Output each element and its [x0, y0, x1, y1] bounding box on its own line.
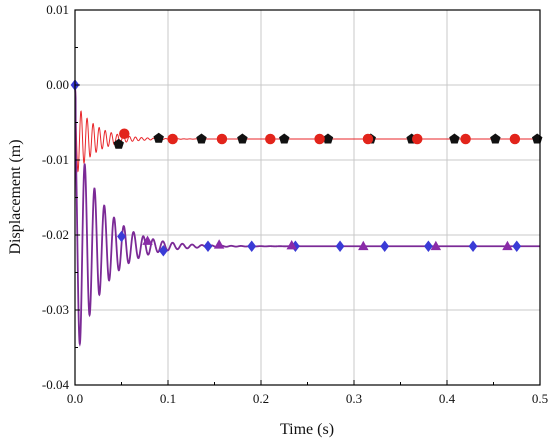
y-tick-label: -0.04	[42, 377, 70, 392]
pentagon-marker	[153, 132, 164, 143]
pentagon-marker	[237, 133, 248, 144]
x-tick-label: 0.0	[67, 391, 83, 406]
diamond-marker	[117, 230, 126, 243]
x-tick-label: 0.4	[439, 391, 456, 406]
y-tick-label: -0.03	[42, 302, 69, 317]
circle-marker	[412, 133, 423, 145]
circle-marker	[216, 133, 228, 145]
y-tick-label: 0.01	[46, 2, 69, 17]
circle-marker	[460, 133, 471, 145]
diamond-marker	[424, 240, 433, 253]
triangle-marker	[142, 235, 153, 245]
circle-marker	[362, 133, 374, 145]
diamond-marker	[512, 240, 522, 253]
pentagon-marker	[490, 133, 501, 144]
circle-marker	[119, 128, 130, 139]
series-line-lower	[74, 84, 540, 347]
triangle-marker	[430, 240, 442, 251]
circle-marker	[265, 133, 276, 145]
plot-series	[70, 79, 543, 347]
x-tick-label: 0.2	[253, 391, 269, 406]
pentagon-marker	[196, 133, 207, 144]
circle-marker	[509, 133, 521, 145]
diamond-marker	[203, 240, 213, 253]
y-tick-label: 0.00	[46, 77, 69, 92]
triangle-marker	[358, 240, 369, 251]
circle-marker	[167, 133, 178, 145]
grid-lines	[75, 10, 540, 385]
x-tick-label: 0.5	[532, 391, 548, 406]
triangle-marker	[286, 240, 297, 250]
y-axis-label: Displacement (m)	[7, 139, 24, 254]
x-tick-label: 0.1	[160, 391, 176, 406]
y-tick-label: -0.02	[42, 227, 69, 242]
triangle-marker	[213, 239, 225, 249]
pentagon-marker	[279, 133, 290, 144]
pentagon-marker	[449, 133, 460, 144]
axis-ticks: 0.0 0.1 0.2 0.3 0.4 0.5 0.01 0.00 -0.01 -0.02 -0.0…	[42, 2, 548, 406]
diamond-marker	[380, 240, 390, 253]
diamond-marker	[335, 240, 345, 253]
pentagon-marker	[113, 138, 124, 149]
diamond-marker	[247, 240, 257, 253]
x-tick-label: 0.3	[346, 391, 362, 406]
pentagon-marker	[322, 133, 334, 144]
x-axis-label: Time (s)	[280, 421, 334, 438]
triangle-marker	[502, 240, 513, 251]
diamond-marker	[468, 240, 478, 253]
y-tick-label: -0.01	[42, 152, 69, 167]
circle-marker	[314, 133, 325, 145]
diamond-marker	[158, 244, 168, 257]
